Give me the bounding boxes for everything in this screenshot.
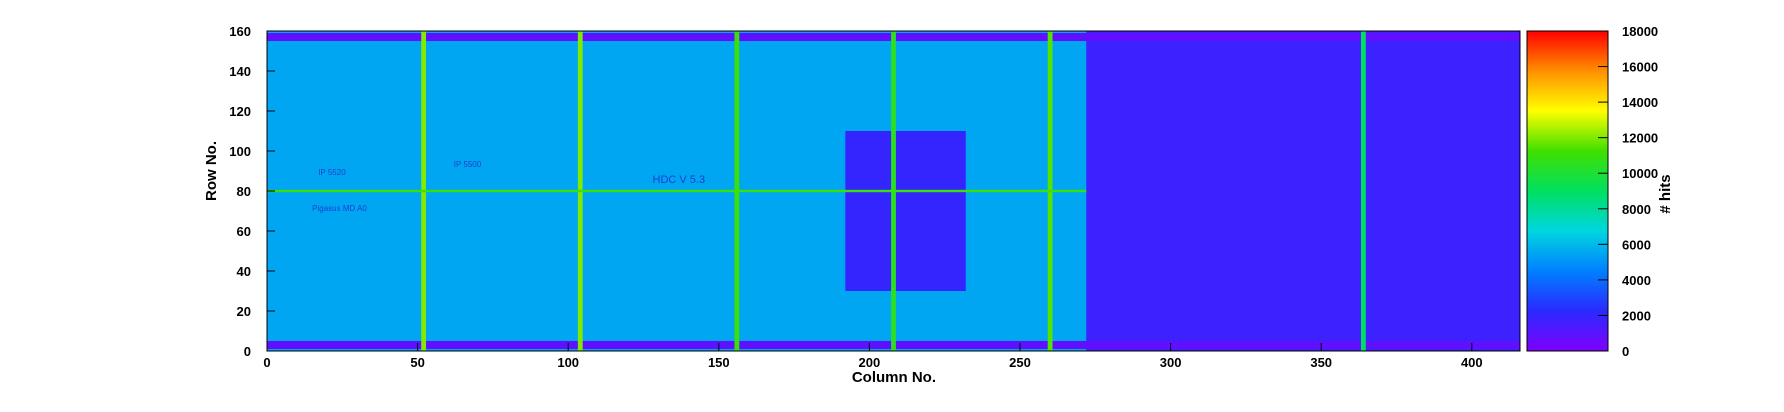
colorbar-tick-label: 8000: [1622, 202, 1651, 217]
colorbar-scale: [1526, 30, 1609, 352]
plot-area: HDC V 5.3 IP 5520 IP 5500 Pigasus MD A0: [266, 30, 1521, 352]
colorbar-tick-label: 14000: [1622, 95, 1658, 110]
bright-column: [1360, 31, 1366, 351]
y-tick-label: 120: [229, 104, 251, 119]
y-tick-label: 140: [229, 64, 251, 79]
colorbar: 0 2000 4000 6000 8000 10000 12000 14000 16000 180…: [1526, 24, 1658, 359]
colorbar-title: # hits: [1657, 174, 1674, 213]
chip-label: IP 5500: [454, 160, 482, 169]
x-axis-title: Column No.: [852, 369, 936, 386]
y-tick-label: 160: [229, 24, 251, 39]
colorbar-tick-label: 2000: [1622, 308, 1651, 323]
low-occupancy-region: [1086, 31, 1520, 351]
chip-label: HDC V 5.3: [653, 174, 706, 186]
heatmap-cells: HDC V 5.3 IP 5520 IP 5500 Pigasus MD A0: [267, 31, 1520, 351]
y-tick-label: 20: [237, 304, 251, 319]
x-tick-label: 300: [1160, 355, 1182, 370]
y-axis-title: Row No.: [203, 141, 220, 201]
x-tick-label: 250: [1009, 355, 1031, 370]
chip-label: Pigasus MD A0: [312, 204, 367, 213]
bright-row: [267, 189, 1087, 193]
chip-label: IP 5520: [318, 168, 346, 177]
y-tick-label: 40: [237, 264, 251, 279]
y-tick-label: 100: [229, 144, 251, 159]
x-tick-label: 200: [859, 355, 881, 370]
x-tick-label: 150: [708, 355, 730, 370]
y-tick-label: 0: [244, 344, 251, 359]
colorbar-tick-label: 18000: [1622, 24, 1658, 39]
x-tick-label: 100: [557, 355, 579, 370]
colorbar-tick-label: 16000: [1622, 60, 1658, 75]
colorbar-tick-label: 4000: [1622, 273, 1651, 288]
x-tick-label: 0: [263, 355, 270, 370]
y-tick-label: 80: [237, 184, 251, 199]
low-occupancy-block: [845, 131, 966, 291]
colorbar-tick-label: 12000: [1622, 131, 1658, 146]
x-tick-label: 50: [410, 355, 424, 370]
colorbar-tick-label: 10000: [1622, 166, 1658, 181]
colorbar-tick-label: 0: [1622, 344, 1629, 359]
x-axis: 0 50 100 150 200 250 300 350 400: [263, 343, 1483, 370]
y-axis: 0 20 40 60 80 100 120 140 160: [229, 24, 275, 359]
x-tick-label: 350: [1310, 355, 1332, 370]
colorbar-tick-label: 6000: [1622, 237, 1651, 252]
y-tick-label: 60: [237, 224, 251, 239]
x-tick-label: 400: [1461, 355, 1483, 370]
